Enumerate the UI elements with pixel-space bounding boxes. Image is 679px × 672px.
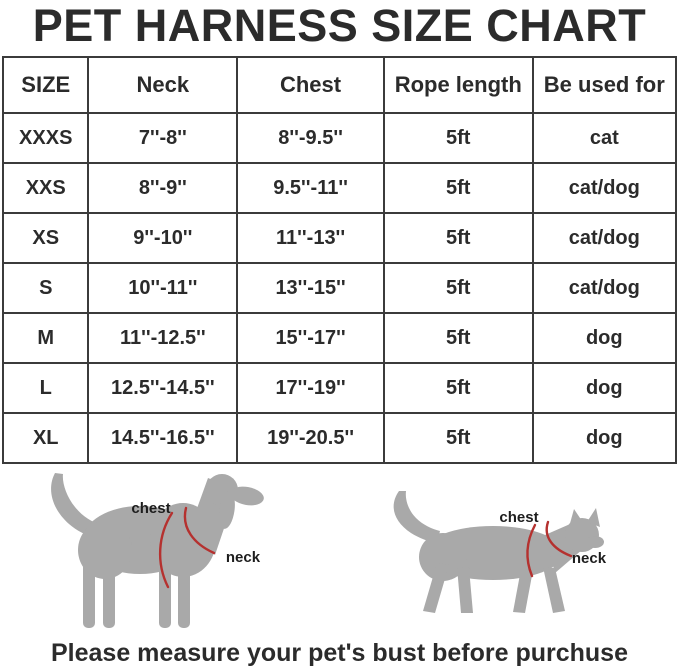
value-cell: 7''-8'' [87,112,239,164]
dog-chest-line [158,511,174,589]
value-cell: dog [531,362,678,414]
value-cell: 8''-9'' [87,162,239,214]
table-row: XS 9''-10'' 11''-13'' 5ft cat/dog [1,212,678,264]
value-cell: cat/dog [531,162,678,214]
value-cell: 15''-17'' [236,312,385,364]
column-header: Rope length [382,56,534,114]
page-title: PET HARNESS SIZE CHART [32,0,647,51]
dog-neck-line [183,506,216,555]
size-cell: S [1,262,90,314]
value-cell: cat/dog [531,212,678,264]
value-cell: 19''-20.5'' [236,412,385,464]
dog-body-shape [51,473,264,628]
value-cell: 5ft [382,262,534,314]
size-cell: XS [1,212,90,264]
value-cell: 9.5''-11'' [236,162,385,214]
size-cell: XXXS [1,112,90,164]
cat-neck-label: neck [572,550,607,567]
value-cell: 5ft [382,162,534,214]
cat-measure-lines [526,520,573,578]
cat-chest-line [526,523,537,578]
column-header: Chest [236,56,385,114]
cat-chest-label: chest [499,509,538,526]
value-cell: dog [531,412,678,464]
table-body: XXXS 7''-8'' 8''-9.5'' 5ft cat XXS 8''-9'' 9.5'… [1,112,678,464]
cat-silhouette: chest neck [393,491,607,613]
value-cell: 17''-19'' [236,362,385,414]
table-header-row: SIZE Neck Chest Rope length Be used for [1,56,678,114]
cat-neck-line [545,520,573,558]
dog-chest-label: chest [131,500,170,517]
value-cell: 9''-10'' [87,212,239,264]
table-row: S 10''-11'' 13''-15'' 5ft cat/dog [1,262,678,314]
value-cell: cat [531,112,678,164]
table-row: XXS 8''-9'' 9.5''-11'' 5ft cat/dog [1,162,678,214]
table-row: M 11''-12.5'' 15''-17'' 5ft dog [1,312,678,364]
footer-note: Please measure your pet's bust before pu… [51,639,628,667]
table-row: XL 14.5''-16.5'' 19''-20.5'' 5ft dog [1,412,678,464]
value-cell: 14.5''-16.5'' [87,412,239,464]
value-cell: 8''-9.5'' [236,112,385,164]
value-cell: 11''-13'' [236,212,385,264]
value-cell: cat/dog [531,262,678,314]
value-cell: 5ft [382,312,534,364]
table-row: L 12.5''-14.5'' 17''-19'' 5ft dog [1,362,678,414]
size-cell: L [1,362,90,414]
value-cell: 13''-15'' [236,262,385,314]
table-row: XXXS 7''-8'' 8''-9.5'' 5ft cat [1,112,678,164]
column-header: Neck [87,56,239,114]
size-cell: XXS [1,162,90,214]
column-header: SIZE [1,56,90,114]
size-cell: XL [1,412,90,464]
value-cell: 12.5''-14.5'' [87,362,239,414]
value-cell: 5ft [382,412,534,464]
value-cell: 5ft [382,362,534,414]
value-cell: 5ft [382,212,534,264]
size-table: SIZE Neck Chest Rope length Be used for XXXS… [1,56,678,464]
value-cell: dog [531,312,678,364]
value-cell: 11''-12.5'' [87,312,239,364]
dog-neck-label: neck [226,549,261,566]
value-cell: 5ft [382,112,534,164]
column-header: Be used for [531,56,678,114]
size-cell: M [1,312,90,364]
value-cell: 10''-11'' [87,262,239,314]
dog-measure-lines [158,506,216,589]
dog-silhouette: chest neck [51,473,264,628]
